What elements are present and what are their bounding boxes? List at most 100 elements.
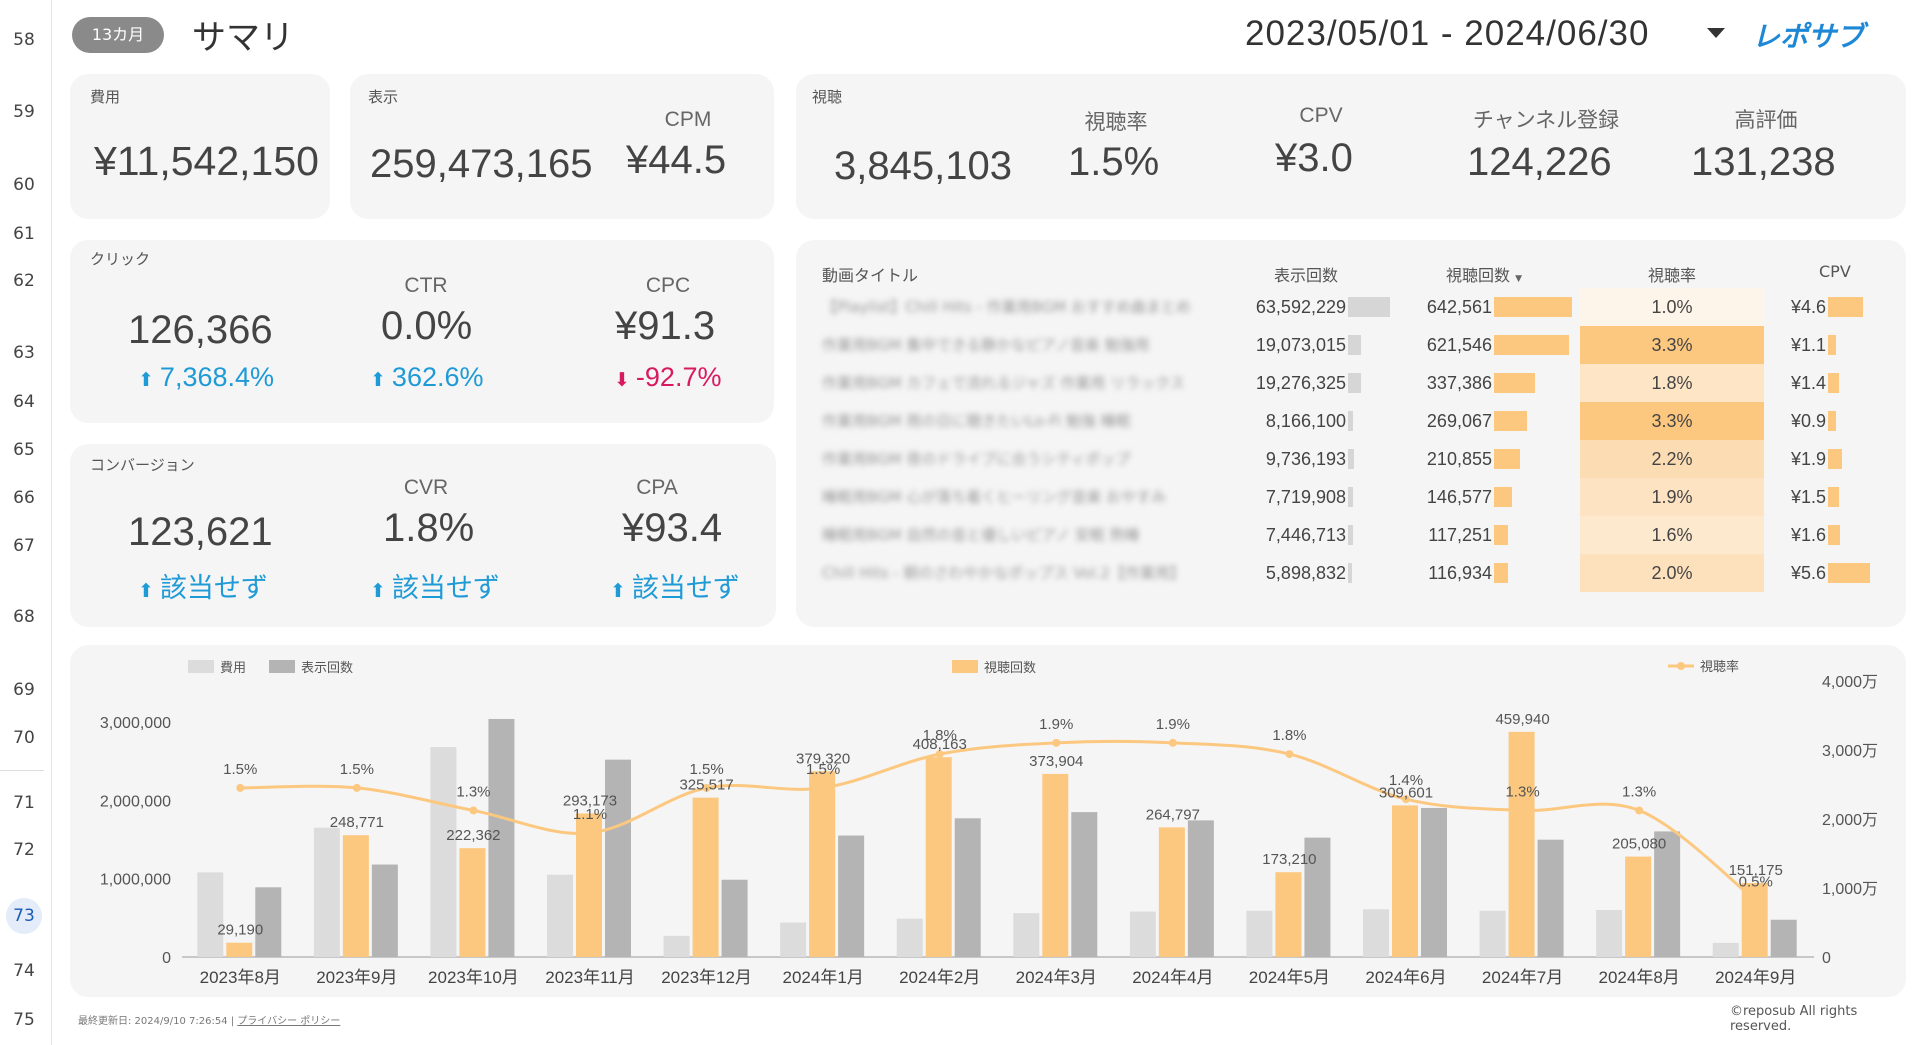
monthly-chart: 0 1,000,000 2,000,000 3,000,000 0 1,000万 2,000… [100, 659, 1878, 987]
x-axis-tick: 2024年9月 [1715, 968, 1796, 987]
view-rate-point [1751, 896, 1760, 905]
views-value: 3,845,103 [834, 144, 1012, 188]
privacy-policy-link[interactable]: プライバシー ポリシー [237, 1016, 341, 1027]
period-pill[interactable]: 13カ月 [72, 17, 164, 53]
cost-value: ¥11,542,150 [94, 138, 319, 184]
views-bar [925, 757, 952, 957]
impressions-label: 表示 [368, 88, 399, 106]
cpv-value: ¥3.0 [1275, 136, 1353, 180]
views-bar [1494, 297, 1572, 317]
views-bar [1508, 731, 1535, 957]
row-number[interactable]: 67 [13, 536, 35, 556]
copyright: ©reposub All rights reserved. [1730, 1004, 1858, 1034]
cpc-delta: ⬇ -92.7% [614, 362, 722, 392]
views-bar [1494, 373, 1535, 393]
row-number[interactable]: 66 [13, 488, 35, 508]
views-data-label: 373,904 [1029, 753, 1083, 770]
row-number[interactable]: 69 [13, 680, 35, 700]
row-number[interactable]: 75 [13, 1010, 35, 1030]
likes-label: 高評価 [1734, 109, 1798, 132]
cost-bar [313, 827, 340, 957]
view-rate-cell: 2.2% [1580, 440, 1764, 478]
impressions-bar [1348, 373, 1361, 393]
views-value: 116,934 [1428, 563, 1492, 583]
views-data-label: 29,190 [217, 922, 263, 939]
cost-card: 費用 ¥11,542,150 [70, 74, 330, 219]
column-header-cpv[interactable]: CPV [1819, 262, 1851, 281]
impressions-bar [1537, 839, 1564, 957]
right-axis-tick: 2,000万 [1822, 812, 1878, 829]
arrow-up-icon: ⬆ [138, 581, 154, 602]
views-data-label: 379,320 [796, 750, 850, 767]
legend-swatch-impressions [269, 660, 295, 673]
views-value: 210,855 [1426, 449, 1492, 469]
cpv-bar [1828, 335, 1837, 355]
row-number[interactable]: 63 [13, 343, 35, 363]
impressions-bar [1071, 812, 1098, 957]
cpc-value: ¥91.3 [615, 304, 716, 348]
page-title: サマリ [192, 18, 294, 58]
row-number[interactable]: 73 [6, 898, 42, 934]
cost-bar [1712, 942, 1739, 957]
row-number[interactable]: 59 [13, 102, 35, 122]
row-number[interactable]: 68 [13, 607, 35, 627]
date-range-selector[interactable]: 2023/05/01 - 2024/06/30 [1245, 14, 1650, 53]
arrow-up-icon: ⬆ [370, 370, 386, 391]
x-axis-tick: 2024年3月 [1016, 968, 1097, 987]
x-axis-tick: 2023年9月 [316, 968, 397, 987]
view-rate-point [1285, 750, 1294, 759]
x-axis-tick: 2023年12月 [661, 968, 752, 987]
view-rate-point [1052, 738, 1061, 747]
row-number[interactable]: 62 [13, 271, 35, 291]
row-number[interactable]: 71 [13, 793, 35, 813]
cpv-value: ¥1.6 [1790, 525, 1826, 545]
cpv-value: ¥5.6 [1790, 563, 1826, 583]
row-number[interactable]: 58 [13, 30, 35, 50]
cpv-value: ¥0.9 [1790, 411, 1826, 431]
views-bar [1494, 449, 1520, 469]
row-number[interactable]: 65 [13, 440, 35, 460]
impressions-bar [605, 759, 631, 957]
x-axis-tick: 2023年8月 [200, 968, 281, 987]
column-header-title[interactable]: 動画タイトル [822, 266, 919, 285]
cost-bar [1013, 913, 1040, 957]
row-number[interactable]: 61 [13, 224, 35, 244]
row-number[interactable]: 72 [13, 840, 35, 860]
impressions-bar [1421, 807, 1447, 957]
views-value: 621,546 [1426, 335, 1492, 355]
row-number[interactable]: 74 [13, 961, 35, 981]
views-data-label: 264,797 [1146, 806, 1200, 823]
ctr-label: CTR [404, 274, 448, 297]
views-bar [342, 835, 369, 957]
view-rate-label: 1.5% [340, 761, 374, 778]
cvr-label: CVR [403, 476, 449, 499]
cost-bar [1129, 911, 1156, 957]
cpa-label: CPA [636, 476, 678, 499]
video-title: 睡眠用BGM 自然の音と優しいピアノ 安眠 熟睡 [822, 526, 1140, 544]
cost-bar [197, 872, 224, 957]
legend-swatch-cost [188, 660, 214, 673]
cpv-value: ¥1.1 [1790, 335, 1826, 355]
chevron-down-icon[interactable] [1707, 28, 1725, 38]
view-rate-cell: 3.3% [1580, 402, 1764, 440]
column-header-impressions[interactable]: 表示回数 [1274, 266, 1339, 285]
column-header-rate[interactable]: 視聴率 [1648, 266, 1697, 285]
row-number[interactable]: 70 [13, 728, 35, 748]
row-number[interactable]: 60 [13, 175, 35, 195]
cost-bar [1363, 909, 1389, 957]
row-number[interactable]: 64 [13, 392, 35, 412]
views-bar [809, 771, 836, 957]
views-bar [459, 848, 486, 957]
video-title: 【Playlist】Chill Hits - 作業用BGM おすすめ曲まとめ [822, 298, 1192, 316]
impressions-value: 5,898,832 [1265, 563, 1346, 583]
legend-label-impressions: 表示回数 [301, 660, 353, 675]
legend-label-views: 視聴回数 [984, 660, 1036, 675]
impressions-bar [838, 835, 865, 957]
views-data-label: 459,940 [1495, 711, 1549, 728]
view-rate-label: 1.8% [923, 727, 957, 744]
column-header-views[interactable]: 視聴回数 ▼ [1446, 266, 1523, 285]
last-updated: 最終更新日: 2024/9/10 7:26:54 [78, 1016, 228, 1027]
views-data-label: 309,601 [1379, 784, 1433, 801]
sort-desc-icon: ▼ [1515, 274, 1523, 284]
impressions-value: 7,719,908 [1265, 487, 1346, 507]
